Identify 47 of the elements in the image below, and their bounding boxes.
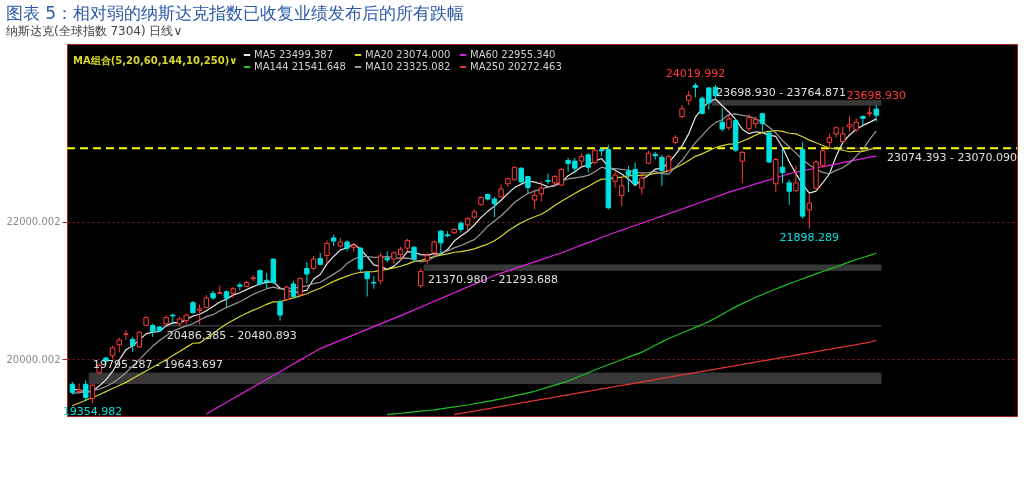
candlestick	[538, 180, 545, 203]
candlestick	[230, 286, 236, 299]
candlestick	[639, 171, 645, 195]
candlestick	[123, 329, 129, 341]
candlestick	[364, 270, 370, 297]
candlestick	[793, 165, 799, 193]
legend-label: MA60 22955.340	[470, 49, 556, 60]
candlestick	[659, 154, 665, 187]
annotation: 24019.992	[665, 67, 726, 81]
band-label: 23074.393 - 23070.090	[887, 151, 1017, 165]
candlestick	[786, 179, 792, 206]
candlestick	[371, 275, 377, 290]
candlestick	[89, 383, 96, 404]
line-series	[386, 252, 877, 416]
candlestick	[585, 152, 591, 174]
candlestick	[806, 193, 813, 230]
candlestick	[619, 176, 625, 207]
candlestick	[860, 114, 866, 127]
legend-label: MA250 20272.463	[470, 61, 562, 72]
candlestick	[545, 173, 551, 185]
candlestick	[170, 313, 176, 326]
annotation: 23698.930	[846, 89, 907, 103]
line-series	[453, 339, 877, 416]
candlestick	[304, 261, 310, 284]
legend-title: MA组合(5,20,60,144,10,250)∨	[73, 55, 238, 66]
candlestick	[196, 303, 203, 326]
candlestick	[418, 267, 424, 289]
candlestick	[357, 246, 364, 273]
y-tick-label: 20000.002	[6, 353, 61, 365]
candlestick	[76, 383, 82, 395]
candlestick	[719, 107, 725, 133]
chart-title: 图表 5：相对弱的纳斯达克指数已收复业绩发布后的所有跌幅	[5, 3, 465, 23]
candlestick	[739, 150, 746, 184]
legend-label: MA5 23499.387	[254, 49, 334, 60]
candlestick	[324, 239, 330, 265]
legend-label: MA20 23074.000	[365, 49, 451, 60]
candlestick	[531, 190, 538, 210]
legend-label: MA10 23325.082	[365, 61, 451, 72]
candlestick	[277, 299, 283, 322]
chart-subtitle: 纳斯达克(全球指数 7304) 日线∨	[5, 24, 183, 38]
candlestick	[612, 171, 618, 189]
legend-label: MA144 21541.648	[254, 61, 346, 72]
y-tick-label: 22000.002	[6, 216, 61, 228]
annotation: 21898.289	[779, 230, 840, 244]
candlestick	[779, 148, 786, 184]
band-label: 21370.980 - 21293.688	[428, 273, 559, 287]
candlestick	[83, 380, 89, 403]
